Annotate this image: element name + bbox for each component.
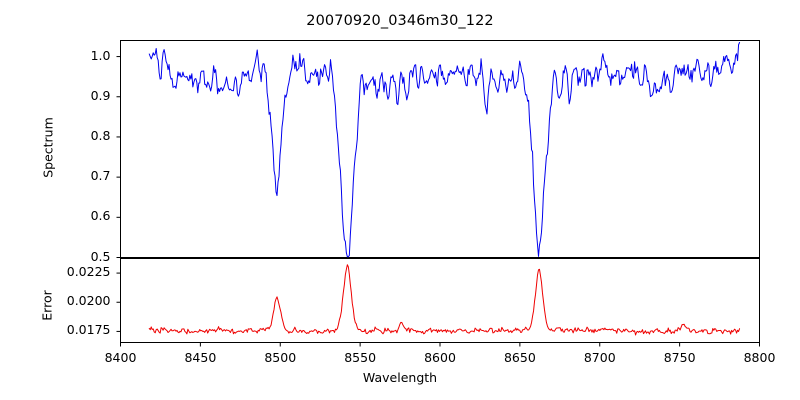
spectrum-y-tick-label-0.5: 0.5 [90, 248, 111, 264]
wavelength-axis-label: Wavelength [362, 370, 438, 385]
error-line [148, 264, 741, 336]
spectrum-y-tick-label-0.8: 0.8 [90, 127, 111, 143]
x-tick-label-8650: 8650 [503, 349, 536, 365]
page-title: 20070920_0346m30_122 [306, 13, 494, 29]
x-tick-label-8500: 8500 [264, 349, 297, 365]
x-tick-label-8600: 8600 [424, 349, 456, 365]
spectrum-y-tick-label-0.9: 0.9 [90, 87, 111, 103]
spectrum-y-tick-label-0.7: 0.7 [90, 168, 111, 184]
x-tick-label-8550: 8550 [344, 349, 377, 365]
error-y-tick-label-0.0225: 0.0225 [66, 264, 111, 280]
spectrum-line [148, 42, 741, 258]
x-tick-label-8700: 8700 [583, 349, 616, 365]
spectrum-y-tick-label-0.6: 0.6 [90, 208, 111, 224]
spectrum-axis-label: Spectrum [40, 117, 56, 178]
spectrum-y-tick-label-1: 1.0 [90, 47, 111, 63]
x-tick-label-8750: 8750 [663, 349, 696, 365]
error-y-tick-label-0.0175: 0.0175 [66, 322, 111, 338]
x-tick-label-8400: 8400 [104, 349, 137, 365]
spectrum-panel-frame [120, 40, 760, 258]
x-tick-label-8800: 8800 [743, 349, 776, 365]
x-tick-label-8450: 8450 [184, 349, 217, 365]
error-y-tick-label-0.02: 0.0200 [66, 293, 111, 309]
